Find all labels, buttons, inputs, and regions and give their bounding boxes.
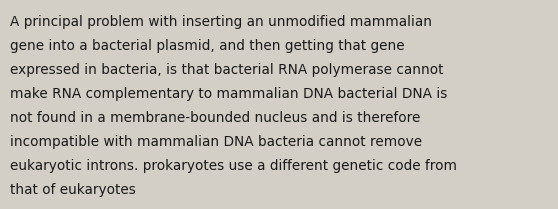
Text: not found in a membrane-bounded nucleus and is therefore: not found in a membrane-bounded nucleus … [10,111,420,125]
Text: A principal problem with inserting an unmodified mammalian: A principal problem with inserting an un… [10,15,432,29]
Text: that of eukaryotes: that of eukaryotes [10,183,136,197]
Text: gene into a bacterial plasmid, and then getting that gene: gene into a bacterial plasmid, and then … [10,39,405,53]
Text: expressed in bacteria, is that bacterial RNA polymerase cannot: expressed in bacteria, is that bacterial… [10,63,444,77]
Text: make RNA complementary to mammalian DNA bacterial DNA is: make RNA complementary to mammalian DNA … [10,87,448,101]
Text: eukaryotic introns. prokaryotes use a different genetic code from: eukaryotic introns. prokaryotes use a di… [10,159,457,173]
Text: incompatible with mammalian DNA bacteria cannot remove: incompatible with mammalian DNA bacteria… [10,135,422,149]
